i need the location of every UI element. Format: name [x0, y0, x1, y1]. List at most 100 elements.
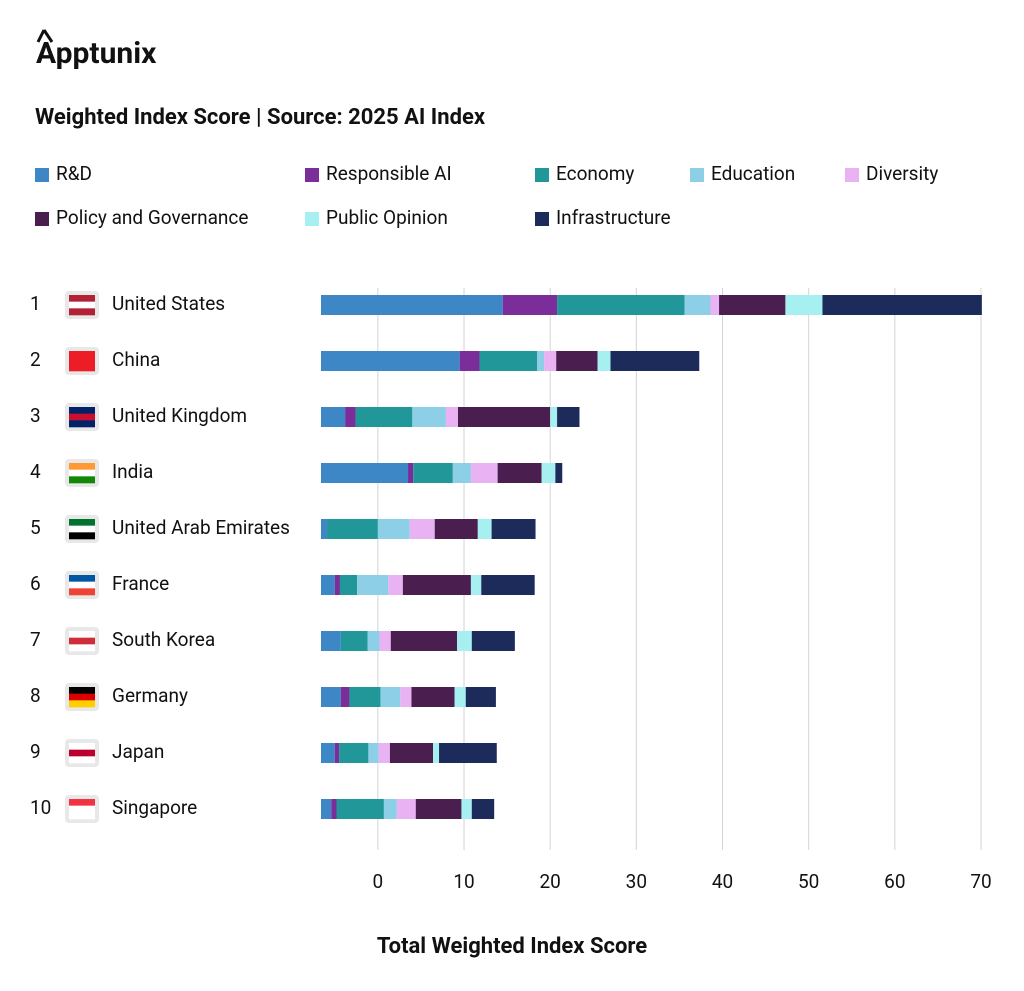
flag-stripe [69, 756, 95, 764]
bar-segment [479, 351, 538, 371]
flag-stripe [69, 812, 95, 820]
bar-segment [336, 799, 384, 819]
flag-stripe [69, 575, 95, 582]
bar-segment [471, 631, 515, 651]
flag-stripe [69, 295, 95, 302]
legend-label: R&D [56, 162, 92, 185]
bar-segment [411, 687, 455, 707]
flag-stripe [69, 581, 95, 589]
bar-segment [785, 295, 823, 315]
bar-segment [383, 799, 397, 819]
bar-segment [597, 351, 611, 371]
x-tick-label: 50 [798, 870, 819, 893]
bar-segment [557, 407, 580, 427]
rank: 7 [30, 628, 41, 651]
bar-segment [402, 575, 471, 595]
flag-stripe [69, 413, 95, 421]
flag-stripe [69, 700, 95, 708]
legend-label: Education [711, 162, 795, 185]
rank: 2 [30, 348, 41, 371]
bar-segment [340, 631, 368, 651]
flag-stripe [69, 805, 95, 813]
bar-segment [719, 295, 786, 315]
legend-swatch [845, 168, 859, 182]
x-tick-label: 30 [626, 870, 647, 893]
x-tick-label: 60 [884, 870, 905, 893]
flag-stripe [69, 301, 95, 309]
flag-stripe [69, 637, 95, 645]
rank: 3 [30, 404, 41, 427]
bar-segment [537, 351, 545, 371]
bar-segment [334, 575, 340, 595]
legend-swatch [35, 212, 49, 226]
rank: 8 [30, 684, 41, 707]
bar-segment [390, 631, 458, 651]
flag-stripe [69, 469, 95, 477]
bar-segment [477, 519, 492, 539]
legend-swatch [305, 168, 319, 182]
category-label: China [112, 348, 160, 371]
legend-swatch [35, 168, 49, 182]
bar-segment [497, 463, 542, 483]
category-label: Japan [112, 740, 164, 763]
rank: 10 [30, 796, 51, 819]
category-label: India [112, 460, 153, 483]
legend-swatch [305, 212, 319, 226]
bar-segment [340, 687, 350, 707]
bar-segment [321, 743, 335, 763]
bar-segment [321, 295, 503, 315]
category-label: United Kingdom [112, 404, 247, 427]
flag-stripe [69, 644, 95, 652]
bar-segment [502, 295, 558, 315]
legend-label: Policy and Governance [56, 206, 248, 229]
flag-stripe [69, 588, 95, 596]
bar-segment [454, 687, 466, 707]
bar-segment [541, 463, 556, 483]
flag-stripe [69, 532, 95, 540]
bar-segment [413, 463, 453, 483]
bar-segment [321, 799, 332, 819]
flag-stripe [69, 693, 95, 701]
bar-segment [339, 575, 358, 595]
bar-segment [321, 631, 341, 651]
bar-segment [433, 743, 440, 763]
bar-segment [481, 575, 535, 595]
chart-title: Weighted Index Score | Source: 2025 AI I… [35, 105, 486, 130]
x-tick-label: 70 [970, 870, 991, 893]
bar-segment [457, 631, 472, 651]
bar-segment [684, 295, 711, 315]
bar-segment [400, 687, 412, 707]
bar-segment [461, 799, 472, 819]
legend-swatch [690, 168, 704, 182]
x-tick-label: 0 [373, 870, 384, 893]
flag-stripe [69, 525, 95, 533]
flag-stripe [69, 799, 95, 806]
bar-segment [550, 407, 558, 427]
legend-label: Responsible AI [326, 162, 452, 185]
flag-stripe [69, 476, 95, 484]
bar-segment [408, 463, 414, 483]
x-tick-label: 10 [453, 870, 474, 893]
bar-segment [556, 351, 598, 371]
bar-segment [357, 575, 389, 595]
rank: 4 [30, 460, 41, 483]
legend-label: Public Opinion [326, 206, 448, 229]
bar-segment [471, 799, 495, 819]
bar-segment [334, 743, 340, 763]
category-label: France [112, 572, 169, 595]
bar-segment [349, 687, 381, 707]
bar-segment [321, 407, 346, 427]
bar-segment [367, 631, 380, 651]
rank: 1 [30, 292, 41, 315]
bar-segment [491, 519, 536, 539]
bar-segment [439, 743, 497, 763]
bar-segment [434, 519, 478, 539]
bar-segment [555, 463, 563, 483]
category-label: United Arab Emirates [112, 516, 290, 539]
x-tick-label: 20 [540, 870, 561, 893]
category-label: Germany [112, 684, 188, 707]
flag-stripe [69, 351, 95, 358]
flag-stripe [69, 519, 95, 526]
rank: 6 [30, 572, 41, 595]
